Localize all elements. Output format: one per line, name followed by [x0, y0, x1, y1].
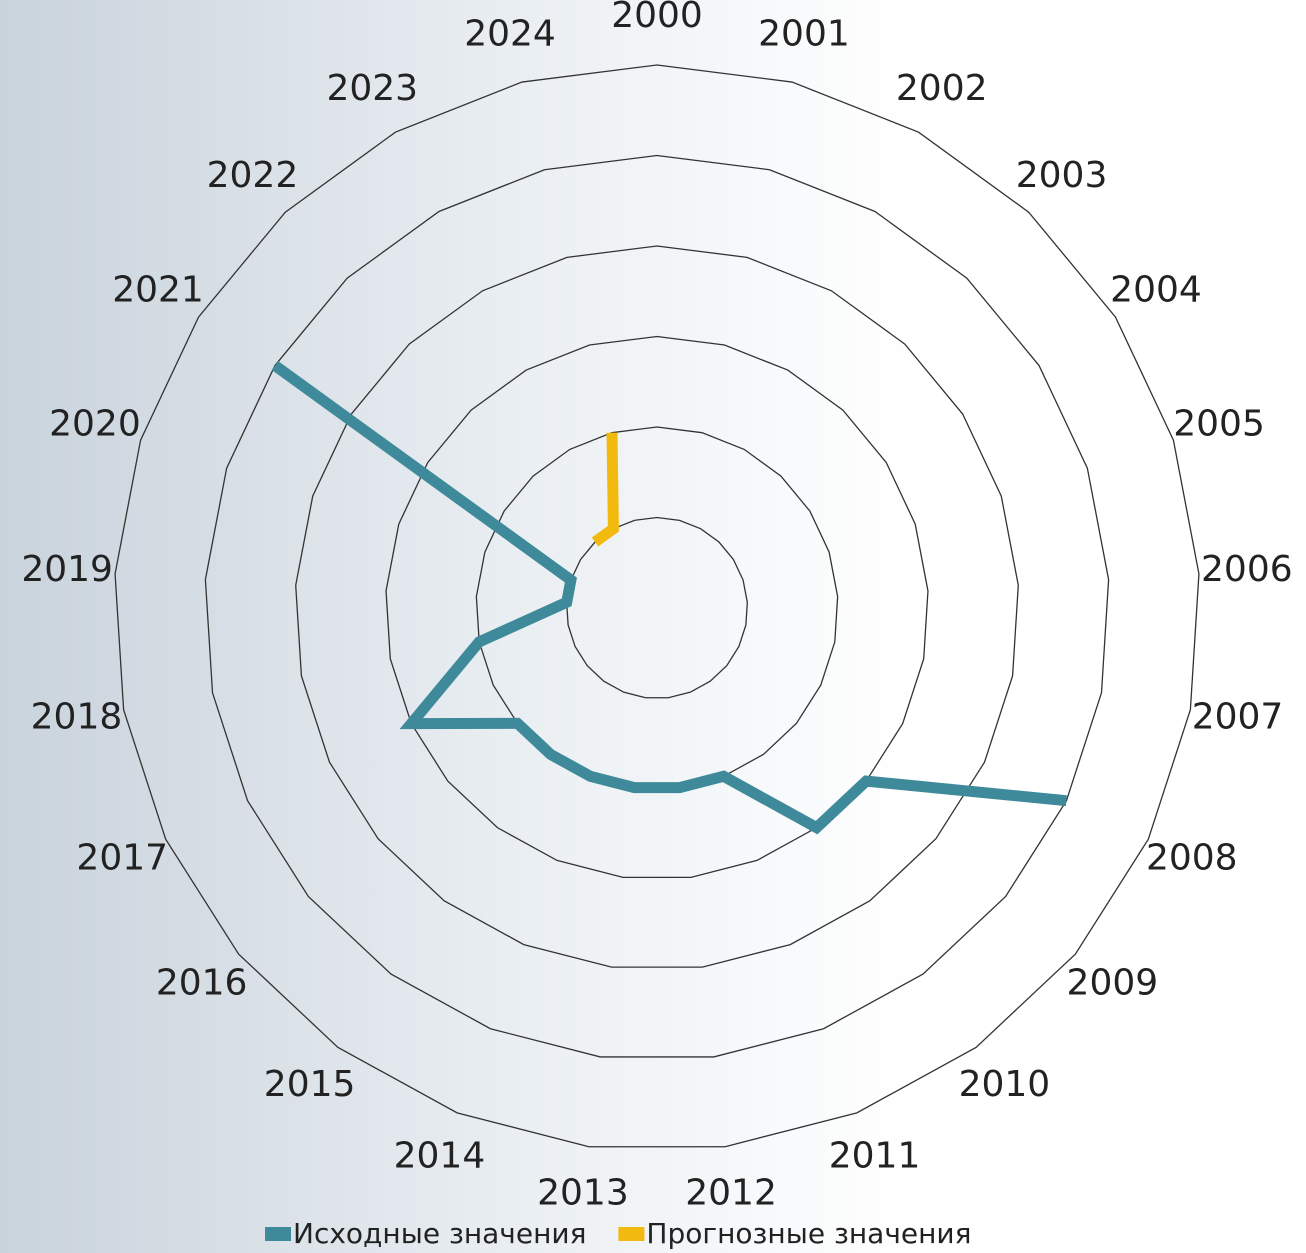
category-label: 2008: [1146, 838, 1238, 879]
category-label: 2006: [1201, 549, 1293, 590]
category-label: 2011: [829, 1135, 921, 1176]
category-label: 2015: [264, 1064, 356, 1105]
category-label: 2020: [49, 403, 141, 444]
category-label: 2009: [1067, 963, 1159, 1004]
category-label: 2005: [1173, 403, 1265, 444]
category-label: 2024: [464, 14, 556, 55]
category-label: 2023: [326, 68, 418, 109]
category-label: 2012: [685, 1172, 777, 1213]
category-label: 2000: [611, 0, 703, 36]
grid-ring: [566, 516, 748, 699]
legend-label: Исходные значения: [293, 1217, 586, 1250]
category-label: 2014: [394, 1135, 486, 1176]
category-label: 2021: [112, 269, 204, 310]
category-label: 2007: [1192, 697, 1284, 738]
grid-ring: [204, 154, 1110, 1058]
legend-swatch: [618, 1227, 645, 1241]
category-label: 2019: [21, 549, 113, 590]
category-label: 2004: [1110, 269, 1202, 310]
grid-ring: [295, 245, 1019, 968]
series-line: [591, 432, 619, 547]
category-label: 2003: [1016, 155, 1108, 196]
series-line: [271, 361, 1067, 835]
category-label: 2002: [896, 68, 988, 109]
category-label: 2018: [31, 697, 123, 738]
category-label: 2013: [537, 1172, 629, 1213]
category-label: 2010: [959, 1064, 1051, 1105]
legend-swatch: [265, 1227, 291, 1241]
category-label: 2001: [758, 14, 850, 55]
legend-label: Прогнозные значения: [646, 1217, 971, 1250]
category-label: 2016: [156, 963, 248, 1004]
category-label: 2022: [207, 155, 299, 196]
grid-ring: [114, 64, 1200, 1148]
category-label: 2017: [76, 838, 168, 879]
